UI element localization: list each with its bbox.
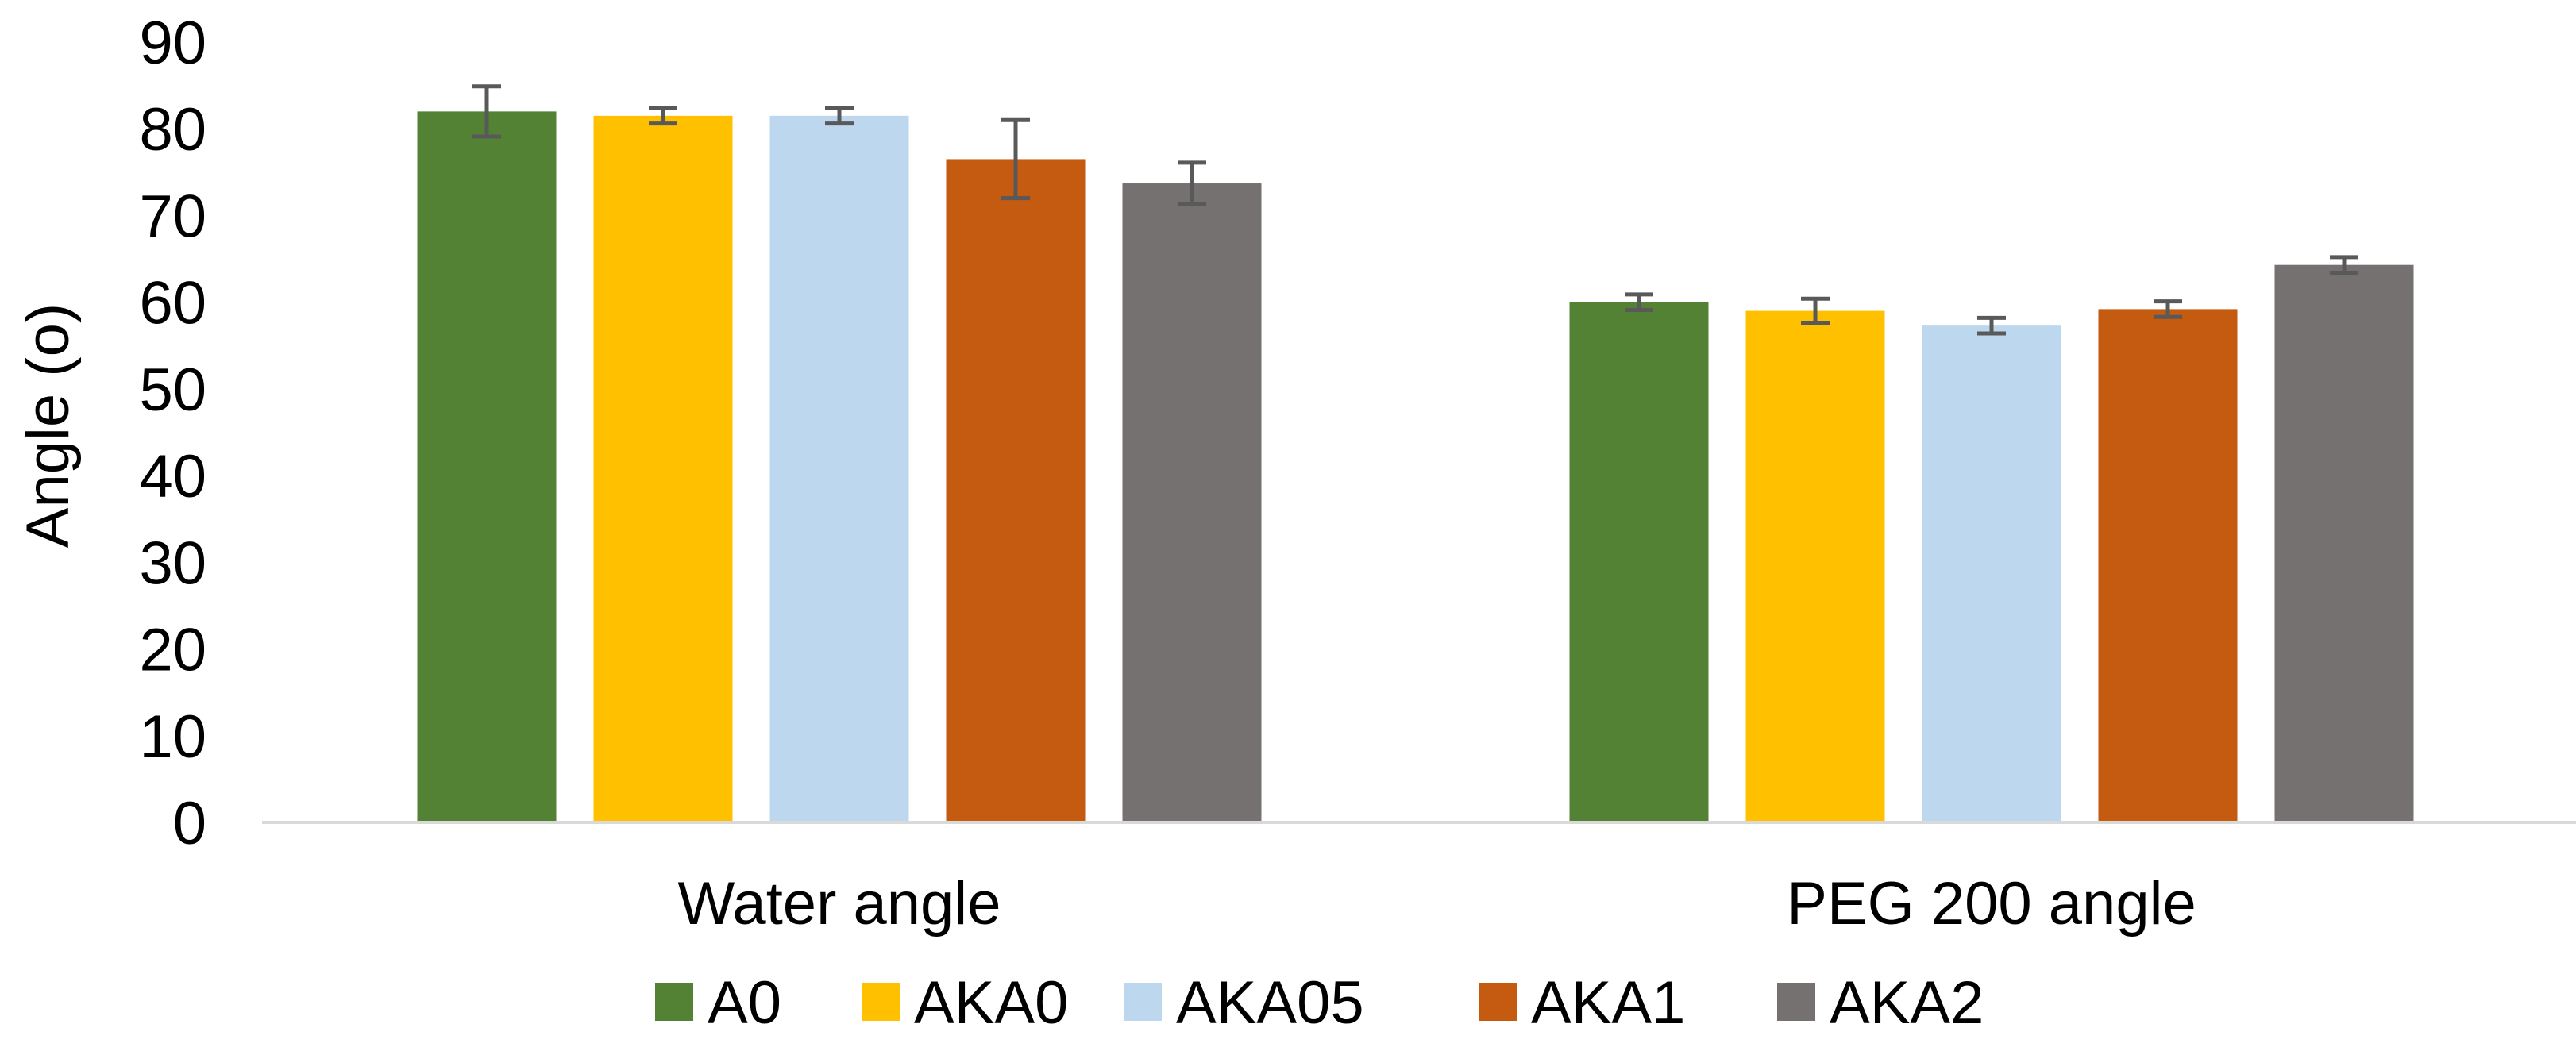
bars-group: [417, 111, 2414, 823]
bar-aka2-water: [1122, 183, 1262, 822]
error-bar-aka2-peg200: [2330, 255, 2358, 275]
y-tick-label: 50: [139, 356, 206, 424]
bar-aka0-water: [593, 115, 733, 823]
y-tick-label: 70: [139, 183, 206, 250]
bar-aka0-peg200: [1745, 310, 1885, 823]
y-tick-label: 60: [139, 270, 206, 337]
legend-label: AKA1: [1531, 969, 1685, 1037]
legend-label: AKA0: [914, 969, 1068, 1037]
error-bar-aka0-peg200: [1801, 296, 1830, 325]
error-bar-aka0-water: [649, 106, 677, 126]
bar-aka2-peg200: [2274, 264, 2414, 822]
error-bar-aka05-peg200: [1977, 315, 2006, 336]
bar-aka1-peg200: [2098, 309, 2238, 823]
bar-aka1-water: [946, 159, 1086, 822]
legend-item-aka1: AKA1: [1479, 969, 1685, 1037]
legend-item-aka05: AKA05: [1124, 969, 1364, 1037]
category-label: PEG 200 angle: [1787, 870, 2196, 937]
error-bar-aka1-water: [1001, 117, 1030, 201]
error-bars-group: [472, 84, 2358, 336]
legend-swatch: [862, 983, 900, 1021]
y-tick-label: 20: [139, 617, 206, 684]
legend-item-aka0: AKA0: [862, 969, 1068, 1037]
legend-label: A0: [708, 969, 781, 1037]
y-tick-label: 80: [139, 96, 206, 164]
error-bar-aka2-water: [1178, 160, 1206, 206]
bar-aka05-water: [769, 115, 909, 823]
legend-swatch: [655, 983, 693, 1021]
legend: A0 AKA0 AKA05 AKA1 AKA2: [655, 969, 1984, 1037]
legend-swatch: [1479, 983, 1517, 1021]
error-bar-a0-peg200: [1625, 292, 1653, 312]
category-labels: Water angle PEG 200 angle: [678, 870, 2196, 937]
error-bar-aka1-peg200: [2154, 299, 2182, 319]
bar-a0-peg200: [1569, 302, 1709, 823]
error-bar-aka05-water: [825, 106, 854, 126]
y-tick-label: 90: [139, 10, 206, 77]
legend-swatch: [1777, 983, 1815, 1021]
legend-item-a0: A0: [655, 969, 781, 1037]
y-tick-label: 40: [139, 443, 206, 510]
legend-swatch: [1124, 983, 1162, 1021]
y-axis-title: Angle (o): [14, 303, 82, 548]
bar-aka05-peg200: [1922, 325, 2061, 822]
legend-label: AKA05: [1176, 969, 1364, 1037]
legend-item-aka2: AKA2: [1777, 969, 1984, 1037]
y-axis-ticks: 0 10 20 30 40 50 60 70 80 90: [139, 10, 206, 857]
error-bar-a0-water: [472, 84, 501, 139]
y-tick-label: 30: [139, 529, 206, 597]
bar-a0-water: [417, 111, 557, 822]
y-tick-label: 10: [139, 703, 206, 771]
category-label: Water angle: [678, 870, 1001, 937]
legend-label: AKA2: [1830, 969, 1984, 1037]
y-tick-label: 0: [173, 790, 206, 857]
